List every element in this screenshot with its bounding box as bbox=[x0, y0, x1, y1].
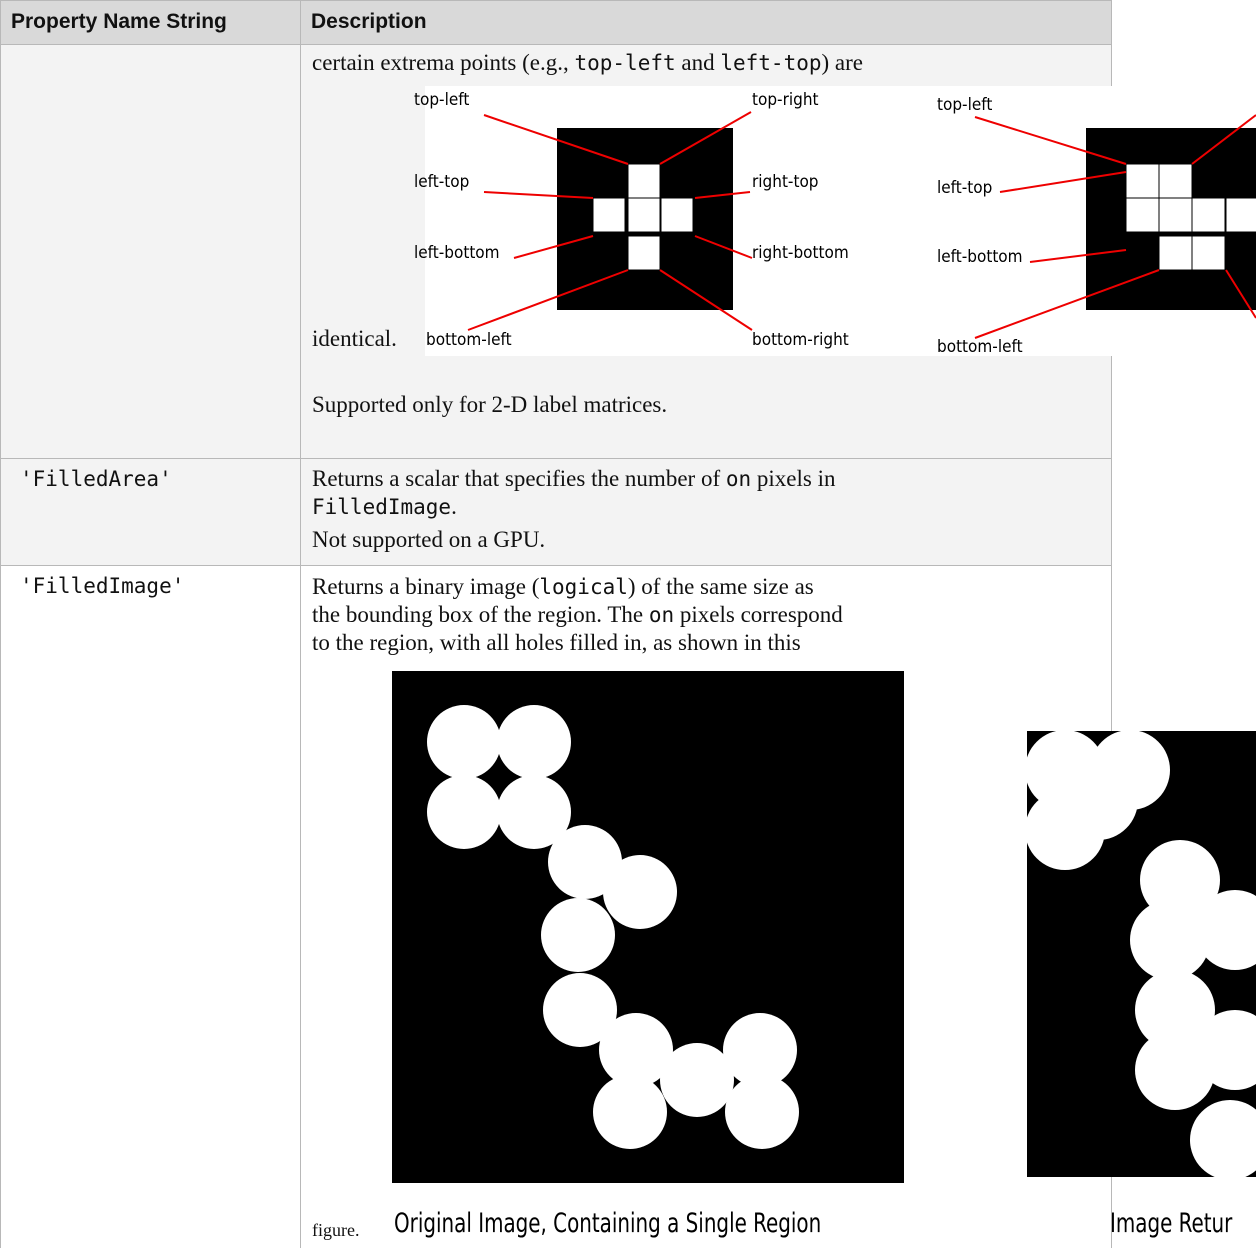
property-name: 'FilledImage' bbox=[20, 574, 185, 598]
pointer-line bbox=[1225, 269, 1256, 319]
pixel bbox=[1158, 163, 1193, 199]
pointer-line bbox=[1191, 114, 1256, 165]
text-line: FilledImage. bbox=[312, 494, 457, 520]
pixel bbox=[660, 197, 694, 233]
text-line: Returns a scalar that specifies the numb… bbox=[312, 466, 836, 492]
region-disk bbox=[497, 705, 571, 779]
pixel bbox=[1191, 197, 1226, 233]
extrema-label: left-bottom bbox=[937, 247, 1023, 267]
pixel bbox=[627, 235, 661, 271]
figure-two bbox=[427, 705, 1256, 1177]
pointer-line bbox=[694, 235, 753, 259]
extrema-label: left-top bbox=[937, 178, 992, 198]
pointer-line bbox=[659, 111, 752, 165]
text: Returns a binary image ( bbox=[312, 574, 540, 599]
text: pixels in bbox=[751, 466, 836, 491]
pixel bbox=[1225, 197, 1256, 233]
code: logical bbox=[539, 575, 628, 599]
code: on bbox=[648, 603, 675, 627]
region-disk bbox=[1190, 1100, 1256, 1177]
pointer-line bbox=[467, 269, 629, 331]
text-line: certain extrema points (e.g., top-left a… bbox=[312, 50, 863, 76]
pixel bbox=[627, 163, 661, 199]
property-name: 'FilledArea' bbox=[20, 467, 172, 491]
region-disk bbox=[1195, 890, 1256, 970]
pointer-line bbox=[694, 191, 751, 199]
text: pixels correspond bbox=[674, 602, 843, 627]
text-line: the bounding box of the region. The on p… bbox=[312, 602, 843, 628]
code: FilledImage bbox=[312, 495, 452, 519]
region-disk bbox=[543, 973, 617, 1047]
code: on bbox=[725, 467, 752, 491]
extrema-label: bottom-right bbox=[752, 330, 849, 350]
region-disk bbox=[603, 855, 677, 929]
code: left-top bbox=[720, 51, 822, 75]
text: to the region, with all holes filled in,… bbox=[312, 630, 801, 655]
header-cell: Property Name String bbox=[0, 0, 301, 45]
region-disk bbox=[497, 775, 571, 849]
text: identical. bbox=[312, 326, 397, 351]
region-disk bbox=[1130, 900, 1210, 980]
text: . bbox=[451, 494, 457, 519]
region-disk bbox=[1135, 970, 1215, 1050]
region-disk bbox=[593, 1075, 667, 1149]
pointer-line bbox=[999, 171, 1127, 193]
pointer-line bbox=[974, 116, 1127, 165]
caption: Original Image, Containing a Single Regi… bbox=[394, 1207, 821, 1239]
region-disk bbox=[723, 1013, 797, 1087]
pointer-line bbox=[659, 269, 753, 331]
region-disk bbox=[548, 825, 622, 899]
extrema-label: top-right bbox=[752, 90, 819, 110]
region-disk bbox=[1140, 840, 1220, 920]
extrema-label: left-top bbox=[414, 172, 469, 192]
region-disk bbox=[599, 1013, 673, 1087]
pointer-line bbox=[1029, 249, 1127, 263]
text: certain extrema points (e.g., bbox=[312, 50, 575, 75]
region-disk bbox=[427, 775, 501, 849]
text: Returns a scalar that specifies the numb… bbox=[312, 466, 726, 491]
extrema-label: left-bottom bbox=[414, 243, 500, 263]
header-text: Property Name String bbox=[11, 10, 227, 33]
pixel bbox=[1158, 197, 1193, 233]
region-disk bbox=[725, 1075, 799, 1149]
pixel bbox=[1125, 163, 1160, 199]
extrema-label: top-left bbox=[937, 95, 992, 115]
extrema-label: top-left bbox=[414, 90, 469, 110]
name-cell bbox=[0, 44, 301, 459]
text: Not supported on a GPU. bbox=[312, 527, 546, 552]
region-disk bbox=[660, 1043, 734, 1117]
pointer-line bbox=[483, 191, 594, 199]
text: ) of the same size as bbox=[627, 574, 814, 599]
region-disk bbox=[541, 898, 615, 972]
extrema-label: bottom-left bbox=[937, 337, 1023, 357]
pixel bbox=[1125, 197, 1160, 233]
caption: Image Retur bbox=[1110, 1207, 1233, 1239]
extrema-label: right-top bbox=[752, 172, 819, 192]
region-disk bbox=[1058, 760, 1138, 840]
pixel bbox=[592, 197, 626, 233]
text: Supported only for 2-D label matrices. bbox=[312, 392, 668, 417]
region-disk bbox=[427, 705, 501, 779]
text: figure. bbox=[312, 1220, 360, 1240]
extrema-label: right-bottom bbox=[752, 243, 849, 263]
pointer-line bbox=[513, 235, 594, 259]
text: the bounding box of the region. The bbox=[312, 602, 649, 627]
text-line: Returns a binary image (logical) of the … bbox=[312, 574, 814, 600]
pointer-line bbox=[483, 114, 629, 165]
region-disk bbox=[1135, 1030, 1215, 1110]
pixel bbox=[627, 197, 661, 233]
text: ) are bbox=[821, 50, 864, 75]
text: and bbox=[675, 50, 721, 75]
code: top-left bbox=[574, 51, 676, 75]
pixel bbox=[1191, 235, 1226, 271]
pixel bbox=[1158, 235, 1193, 271]
pointer-line bbox=[974, 269, 1160, 339]
figure-one: top-left top-right left-top right-top left-b… bbox=[414, 90, 1256, 357]
text-line: to the region, with all holes filled in,… bbox=[312, 630, 801, 656]
extrema-label: bottom-left bbox=[426, 330, 512, 350]
header-text: Description bbox=[311, 10, 427, 33]
